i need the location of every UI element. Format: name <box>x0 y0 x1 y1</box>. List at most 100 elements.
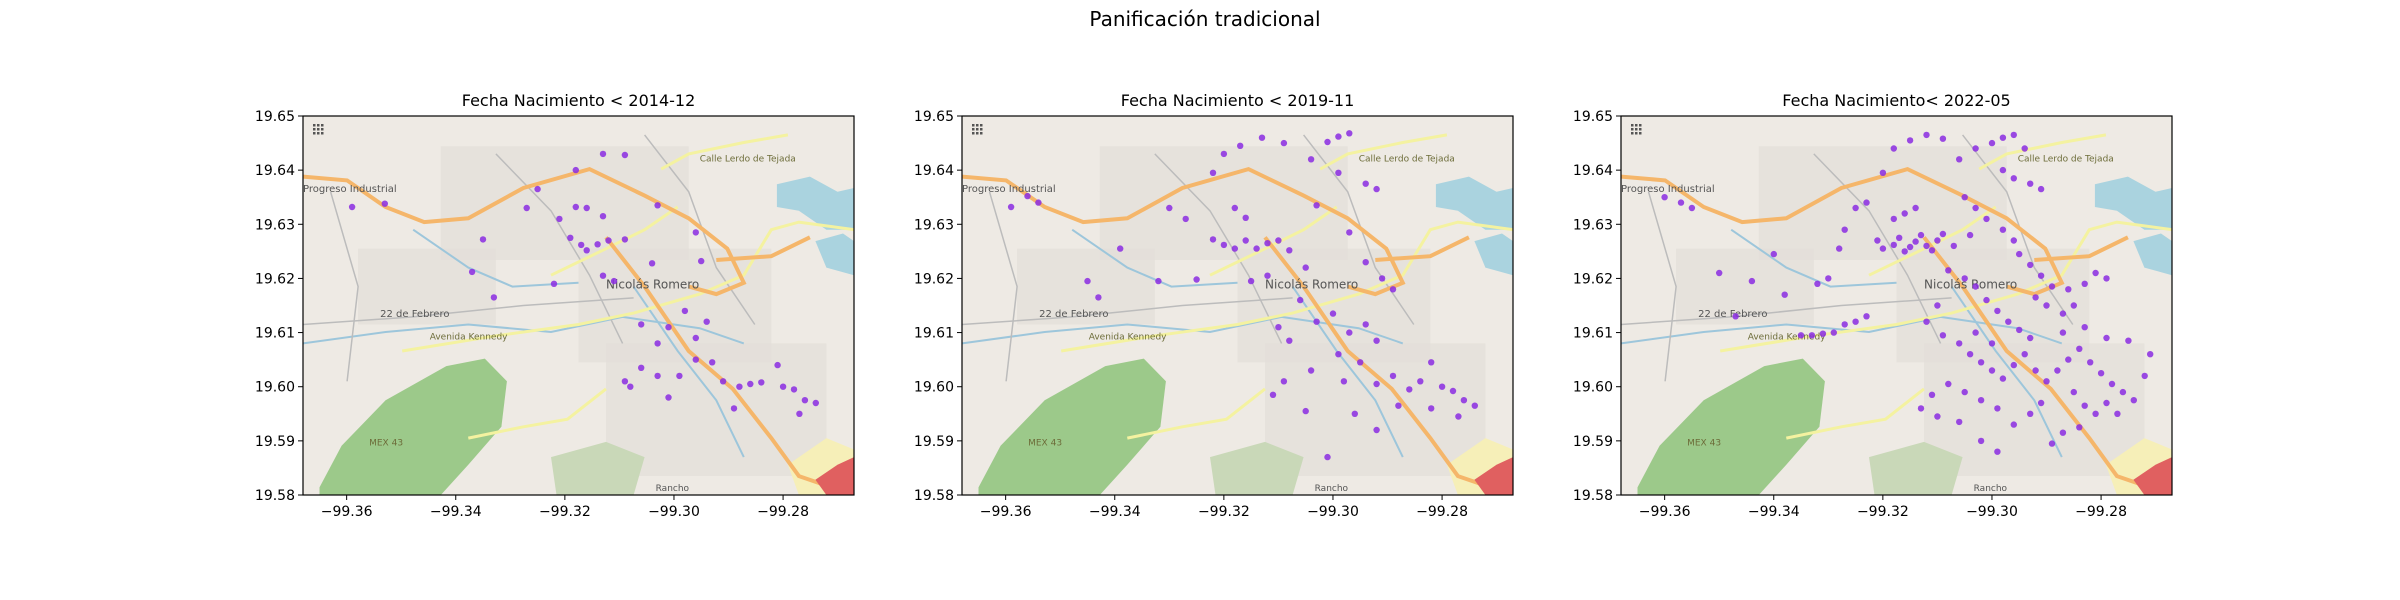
data-point <box>1460 397 1468 404</box>
data-point <box>2043 302 2050 309</box>
data-point <box>583 204 590 212</box>
data-point <box>1808 332 1816 339</box>
data-point <box>605 237 612 244</box>
map-label-road: Calle Lerdo de Tejada <box>2018 154 2114 164</box>
map-label-district: Progreso Industrial <box>1621 184 1715 195</box>
data-point <box>676 372 683 380</box>
data-point <box>2043 378 2050 385</box>
map-label-road: Calle Lerdo de Tejada <box>1359 154 1455 164</box>
data-point <box>665 394 672 401</box>
data-point <box>2027 410 2034 417</box>
data-point <box>1874 237 1881 244</box>
data-point <box>2076 345 2083 352</box>
basemap-urban-area <box>578 248 772 363</box>
data-point <box>2059 429 2067 436</box>
data-point <box>1956 340 1963 347</box>
data-point <box>2147 351 2154 358</box>
scatter-points <box>1661 131 2154 455</box>
x-tick-label: −99.32 <box>1198 504 1250 520</box>
data-point <box>1923 318 1930 325</box>
data-point <box>599 213 607 220</box>
y-tick-label: 19.60 <box>1573 380 1613 396</box>
data-point <box>1896 234 1903 241</box>
basemap-minor-road <box>1647 191 1677 382</box>
data-point <box>523 204 530 212</box>
y-tick-label: 19.62 <box>1573 271 1613 287</box>
map-panel-3: Nicolás Romero Progreso Industrial 22 de F… <box>1573 91 2173 520</box>
data-point <box>2103 399 2110 407</box>
data-point <box>2092 410 2099 417</box>
axes-frame <box>1620 115 2173 496</box>
x-tick-label: −99.30 <box>1307 504 1359 520</box>
data-point <box>1395 402 1402 409</box>
x-tick-label: −99.28 <box>2075 504 2127 520</box>
basemap-reservoir <box>815 233 854 276</box>
data-point <box>1688 204 1696 212</box>
data-point <box>719 378 727 385</box>
data-point <box>812 399 819 407</box>
x-tick-label: −99.36 <box>321 504 373 520</box>
data-point <box>1972 283 1979 290</box>
data-point <box>1901 248 1908 255</box>
data-point <box>2027 261 2034 269</box>
data-point <box>599 272 607 279</box>
data-point <box>2016 326 2023 334</box>
basemap-minor-road <box>303 297 634 326</box>
data-point <box>599 150 607 158</box>
data-point <box>2010 361 2018 369</box>
map-label-road: MEX 43 <box>1028 439 1062 449</box>
basemap-minor-road <box>329 191 359 382</box>
data-point <box>1269 391 1277 398</box>
data-point <box>1209 169 1217 176</box>
data-point <box>1253 245 1260 252</box>
data-point <box>698 257 705 265</box>
data-point <box>468 268 476 276</box>
basemap-river <box>632 286 745 458</box>
data-point <box>2010 175 2018 182</box>
basemap-primary-road <box>1621 166 2065 297</box>
data-point <box>1378 275 1386 282</box>
data-point <box>1901 210 1908 217</box>
axes-frame <box>302 115 855 496</box>
data-point <box>1988 367 1996 374</box>
data-point <box>654 340 661 347</box>
x-tick-label: −99.32 <box>1857 504 1909 520</box>
data-point <box>1035 199 1042 206</box>
data-point <box>556 215 563 223</box>
basemap-green-area <box>1210 441 1304 495</box>
basemap-park <box>978 358 1166 495</box>
data-point <box>1313 318 1320 325</box>
data-point <box>1716 269 1723 277</box>
data-point <box>1852 318 1859 325</box>
data-point <box>1994 307 2001 315</box>
data-point <box>2130 397 2137 404</box>
map-label-area: Rancho <box>1315 484 1349 494</box>
basemap-minor-road <box>1621 297 1952 326</box>
basemap-grid-icon <box>313 124 324 135</box>
data-point <box>1972 204 1979 212</box>
basemap-river <box>1950 286 2063 458</box>
map-label-road: Calle Lerdo de Tejada <box>700 154 796 164</box>
data-point <box>1906 137 1914 144</box>
data-point <box>1286 337 1293 344</box>
data-point <box>1961 194 1968 201</box>
data-point <box>1999 226 2007 233</box>
data-point <box>1286 247 1293 254</box>
data-point <box>1373 337 1380 344</box>
data-point <box>1346 130 1353 137</box>
data-point <box>1999 375 2007 382</box>
basemap-minor-road <box>1154 153 1283 344</box>
data-point <box>2065 356 2072 363</box>
data-point <box>2119 388 2127 396</box>
data-point <box>1362 259 1369 266</box>
data-point <box>1797 332 1805 339</box>
map-label-district: 22 de Febrero <box>1039 309 1108 320</box>
data-point <box>747 380 754 388</box>
basemap-primary-road <box>716 235 811 262</box>
data-point <box>594 241 601 248</box>
data-point <box>2070 302 2077 309</box>
data-point <box>1939 135 1947 142</box>
y-tick-label: 19.65 <box>914 109 954 125</box>
map-label-road: MEX 43 <box>1687 439 1721 449</box>
data-point <box>1972 145 1979 152</box>
